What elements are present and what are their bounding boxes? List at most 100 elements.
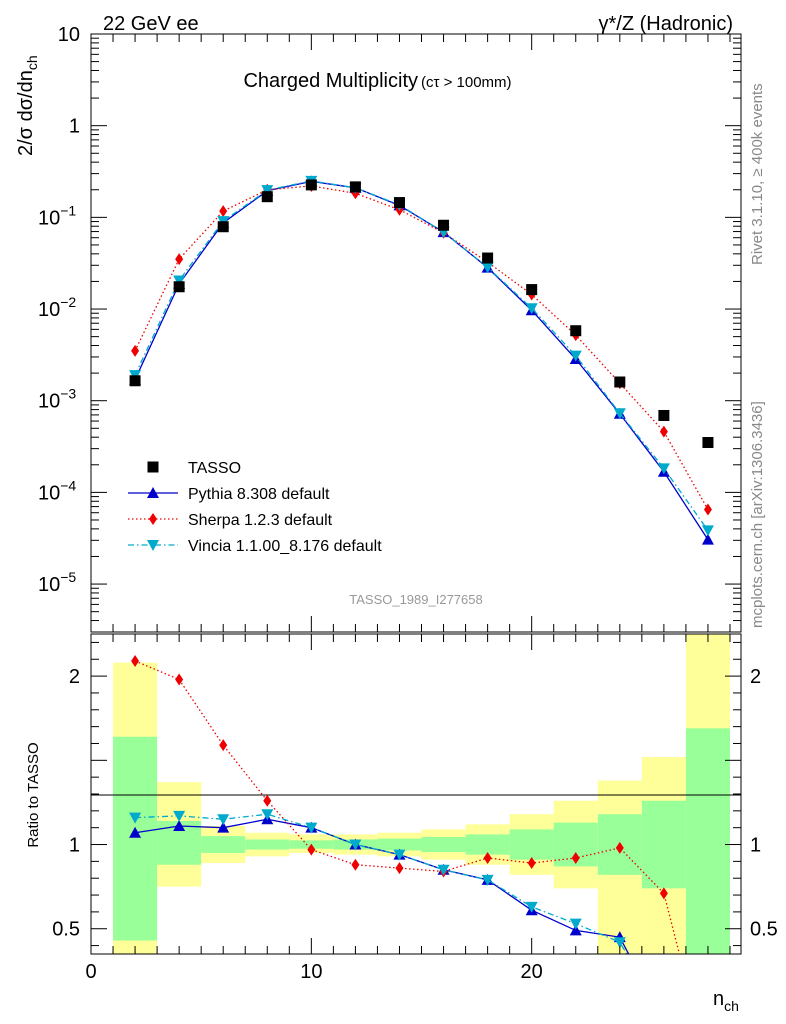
- header-left-label: 22 GeV ee: [103, 13, 199, 35]
- legend-sherpa-marker: [149, 513, 157, 525]
- ratio-y-tick-label-right: 1: [750, 835, 761, 857]
- vincia-ratio-point: [305, 822, 318, 834]
- legend-vincia-marker: [147, 540, 159, 551]
- vincia-data-point: [613, 408, 626, 420]
- sherpa-data-point: [175, 253, 184, 266]
- legend-pythia-label: Pythia 8.308 default: [188, 486, 330, 503]
- band-inner: [509, 829, 554, 860]
- ratio-y-tick-label-right: 0.5: [750, 919, 778, 941]
- x-tick-label: 10: [300, 961, 322, 983]
- band-inner: [113, 736, 158, 941]
- y-tick-label-exponent: −3: [60, 386, 76, 402]
- band-inner: [685, 728, 730, 954]
- sherpa-ratio-point: [659, 887, 668, 900]
- chart-subtitle: (cτ > 100mm): [421, 74, 512, 91]
- tasso-data-point: [173, 281, 185, 293]
- ratio-uncertainty-bands: [113, 634, 730, 954]
- vincia-ratio-point: [437, 864, 450, 876]
- ratio-y-tick-label-left: 2: [69, 666, 80, 688]
- vincia-data-point: [701, 525, 714, 537]
- sherpa-ratio-point: [527, 857, 536, 870]
- pythia-ratio-point: [173, 820, 186, 831]
- band-inner: [465, 834, 510, 855]
- y-axis-label-text: 2/σ dσ/dn: [15, 70, 37, 156]
- header-right-label: γ*/Z (Hadronic): [599, 13, 733, 35]
- tasso-data-point: [614, 376, 626, 388]
- sherpa-data-point: [659, 425, 668, 438]
- sherpa-ratio-point: [395, 862, 404, 875]
- vincia-ratio-point: [261, 809, 274, 821]
- legend-tasso-marker: [147, 461, 159, 473]
- sherpa-series-line: [134, 185, 709, 510]
- y-tick-label: 10−4: [38, 477, 76, 504]
- tasso-data-point: [261, 191, 273, 203]
- pythia-ratio-point: [129, 826, 142, 838]
- sherpa-data-point: [131, 344, 140, 357]
- tasso-data-point: [305, 179, 317, 191]
- sherpa-data-point: [219, 205, 228, 218]
- tasso-data-point: [526, 284, 538, 296]
- vincia-ratio-point: [481, 874, 494, 886]
- y-tick-label: 10: [58, 24, 80, 46]
- y-tick-label: 10−3: [38, 386, 76, 413]
- x-tick-label: 20: [521, 961, 543, 983]
- ratio-plot-panel: 0.5 0.51 12 20 10 20 Ratio to TASSO nch: [25, 633, 778, 1014]
- tasso-data-point: [702, 437, 714, 449]
- legend-vincia-label: Vincia 1.1.00_8.176 default: [188, 538, 382, 555]
- vincia-ratio-point: [349, 839, 362, 851]
- sherpa-ratio-point: [351, 858, 360, 871]
- y-tick-label: 10−2: [38, 294, 76, 321]
- pythia-data-point: [701, 533, 714, 545]
- legend-tasso-label: TASSO: [188, 460, 241, 477]
- vincia-ratio-point: [525, 901, 538, 913]
- vincia-data-point: [261, 185, 274, 197]
- rivet-version-label: Rivet 3.1.10, ≥ 400k events: [749, 83, 766, 265]
- band-inner: [377, 838, 422, 851]
- y-tick-label-mantissa: 10: [38, 299, 60, 321]
- y-tick-label-exponent: −2: [60, 294, 76, 310]
- tasso-data-point: [129, 375, 141, 387]
- sherpa-data-point: [703, 503, 712, 516]
- sherpa-ratio-point: [615, 841, 624, 854]
- y-tick-label-mantissa: 10: [38, 207, 60, 229]
- vincia-data-point: [525, 303, 538, 315]
- tasso-data-point: [570, 325, 582, 337]
- pythia-ratio-point: [217, 821, 230, 833]
- ratio-y-axis-label: Ratio to TASSO: [25, 742, 42, 847]
- y-tick-label-exponent: −1: [60, 202, 76, 218]
- vincia-ratio-point: [393, 849, 406, 861]
- vincia-ratio-point: [217, 814, 230, 826]
- y-axis-label-subscript: ch: [24, 55, 40, 70]
- ratio-y-tick-label-left: 1: [69, 835, 80, 857]
- x-axis-label-subscript: ch: [724, 998, 739, 1014]
- ratio-plot-ticks: 0.5 0.51 12 20 10 20: [52, 634, 778, 983]
- y-tick-label-mantissa: 10: [38, 482, 60, 504]
- band-inner: [641, 800, 686, 889]
- svg-text:2/σ dσ/dnch: 2/σ dσ/dnch: [15, 55, 40, 156]
- vincia-data-point: [173, 275, 186, 287]
- sherpa-ratio-point: [263, 794, 272, 807]
- ratio-y-tick-label-right: 2: [750, 666, 761, 688]
- vincia-series-line: [134, 180, 709, 531]
- vincia-ratio-point: [173, 810, 186, 822]
- sherpa-ratio-point: [219, 739, 228, 752]
- chart-title: Charged Multiplicity: [243, 70, 418, 92]
- y-tick-label: 10−1: [38, 202, 76, 229]
- band-inner: [201, 836, 246, 853]
- ratio-y-tick-label-left: 0.5: [52, 919, 80, 941]
- tasso-data-point: [482, 252, 494, 264]
- vincia-data-point: [481, 262, 494, 274]
- y-tick-label-mantissa: 10: [38, 391, 60, 413]
- x-axis-label-text: n: [713, 988, 724, 1010]
- pythia-ratio-point: [569, 924, 582, 936]
- sherpa-ratio-point: [131, 654, 140, 667]
- x-axis-label: nch: [713, 988, 739, 1014]
- mcplots-label: mcplots.cern.ch [arXiv:1306.3436]: [749, 401, 766, 628]
- vincia-ratio-point: [129, 812, 142, 824]
- sherpa-ratio-point: [307, 843, 316, 856]
- y-tick-label: 1: [69, 116, 80, 138]
- y-tick-label-exponent: −4: [60, 477, 76, 493]
